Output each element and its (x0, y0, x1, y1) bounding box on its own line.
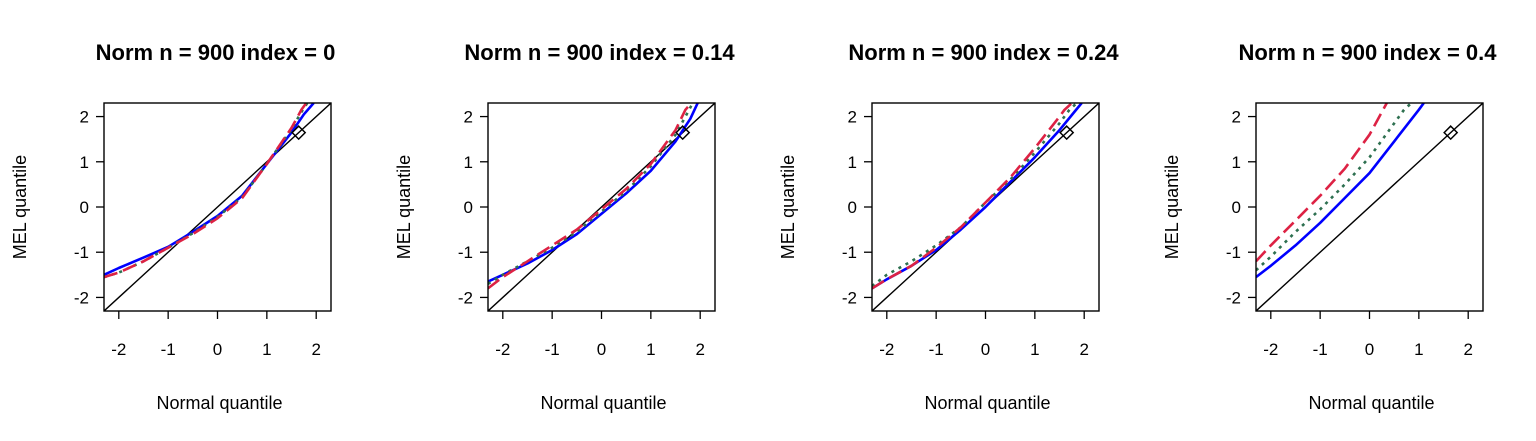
x-tick-label: 2 (1463, 340, 1472, 359)
series-line-2 (1256, 103, 1413, 272)
x-axis-label: Normal quantile (924, 393, 1050, 413)
x-axis-label: Normal quantile (156, 393, 282, 413)
x-tick-label: 1 (262, 340, 271, 359)
x-tick-label: 2 (1079, 340, 1088, 359)
chart-panel-2: Norm n = 900 index = 0.14 Normal quantile… (394, 40, 735, 413)
series-line-3 (104, 103, 308, 279)
x-tick-label: -2 (111, 340, 126, 359)
chart-panel-1: Norm n = 900 index = 0 Normal quantile MEL… (10, 40, 335, 413)
series-line-2 (104, 103, 309, 279)
y-axis-label: MEL quantile (1162, 155, 1182, 259)
y-tick-label: -1 (74, 243, 89, 262)
series-line-3 (488, 103, 693, 290)
x-tick-label: 2 (311, 340, 320, 359)
series-line-2 (488, 103, 694, 286)
x-tick-label: 0 (981, 340, 990, 359)
x-tick-label: -1 (161, 340, 176, 359)
y-tick-label: -1 (842, 243, 857, 262)
reference-line (1256, 103, 1483, 311)
x-tick-label: 1 (1030, 340, 1039, 359)
y-tick-label: 1 (1232, 153, 1241, 172)
series-line-1 (872, 103, 1083, 290)
series-line-1 (488, 103, 699, 283)
y-tick-label: 0 (464, 198, 473, 217)
x-tick-label: 0 (213, 340, 222, 359)
x-axis-label: Normal quantile (1308, 393, 1434, 413)
chart-panel-3: Norm n = 900 index = 0.24 Normal quantile… (778, 40, 1119, 413)
y-tick-label: 0 (1232, 198, 1241, 217)
panel-title: Norm n = 900 index = 0.14 (464, 40, 735, 65)
series-line-3 (1256, 103, 1388, 263)
panel-title: Norm n = 900 index = 0.24 (848, 40, 1119, 65)
x-tick-label: -2 (1263, 340, 1278, 359)
x-tick-label: 0 (597, 340, 606, 359)
x-axis-label: Normal quantile (540, 393, 666, 413)
y-tick-label: 2 (80, 108, 89, 127)
y-tick-label: 1 (848, 153, 857, 172)
x-tick-label: 2 (695, 340, 704, 359)
series-line-2 (872, 103, 1078, 288)
x-tick-label: -2 (879, 340, 894, 359)
y-tick-label: -2 (74, 288, 89, 307)
y-axis-label: MEL quantile (778, 155, 798, 259)
critical-value-marker (1059, 125, 1075, 141)
y-tick-label: 2 (464, 108, 473, 127)
y-tick-label: -1 (1226, 243, 1241, 262)
critical-value-marker (1443, 125, 1459, 141)
y-tick-label: 2 (848, 108, 857, 127)
y-tick-label: -2 (1226, 288, 1241, 307)
y-tick-label: 1 (80, 153, 89, 172)
plot-frame (487, 102, 716, 312)
reference-line (104, 103, 331, 311)
chart-panel-4: Norm n = 900 index = 0.4 Normal quantile M… (1162, 40, 1497, 413)
y-tick-label: 1 (464, 153, 473, 172)
series-line-1 (104, 103, 315, 276)
y-axis-label: MEL quantile (394, 155, 414, 259)
x-tick-label: 1 (646, 340, 655, 359)
x-tick-label: 0 (1365, 340, 1374, 359)
y-axis-label: MEL quantile (10, 155, 30, 259)
series-line-3 (872, 103, 1073, 290)
panel-title: Norm n = 900 index = 0 (96, 40, 336, 65)
y-tick-label: -2 (842, 288, 857, 307)
critical-value-marker (291, 125, 307, 141)
series-line-1 (1256, 103, 1425, 279)
plot-frame (1255, 102, 1484, 312)
x-tick-label: -1 (1313, 340, 1328, 359)
y-tick-label: -2 (458, 288, 473, 307)
y-tick-label: -1 (458, 243, 473, 262)
panel-title: Norm n = 900 index = 0.4 (1238, 40, 1497, 65)
y-tick-label: 0 (848, 198, 857, 217)
plot-frame (103, 102, 332, 312)
critical-value-marker (675, 125, 691, 141)
x-tick-label: -2 (495, 340, 510, 359)
x-tick-label: 1 (1414, 340, 1423, 359)
plot-frame (871, 102, 1100, 312)
x-tick-label: -1 (545, 340, 560, 359)
y-tick-label: 0 (80, 198, 89, 217)
y-tick-label: 2 (1232, 108, 1241, 127)
x-tick-label: -1 (929, 340, 944, 359)
